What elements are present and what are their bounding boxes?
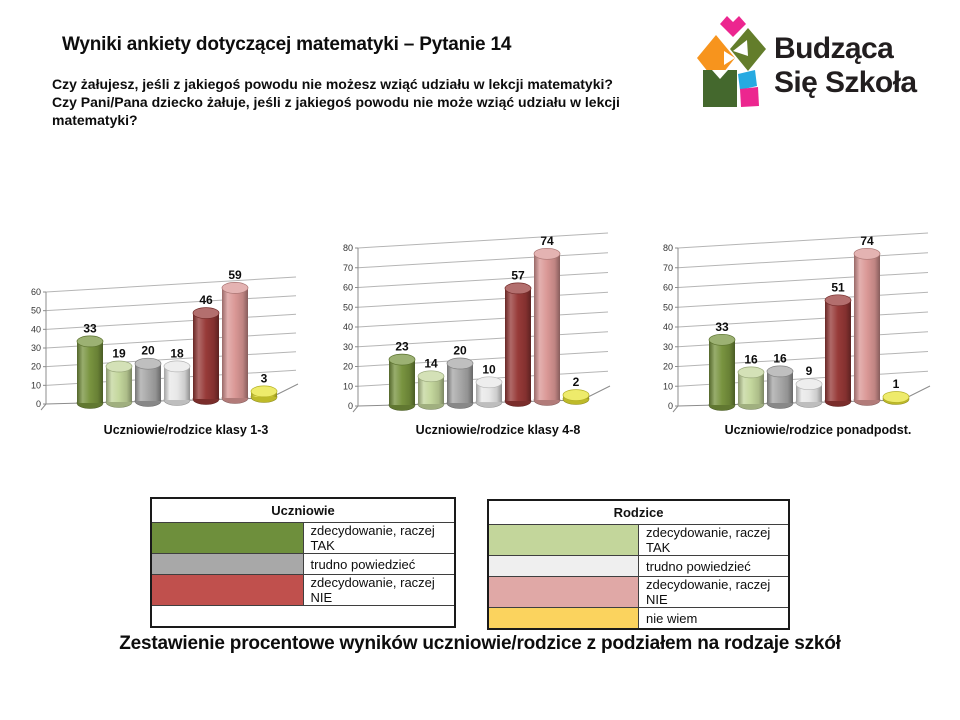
svg-text:2: 2 bbox=[573, 375, 580, 389]
svg-text:19: 19 bbox=[112, 347, 126, 361]
legend-label bbox=[150, 605, 456, 628]
color-swatch bbox=[150, 522, 304, 554]
color-swatch bbox=[487, 607, 639, 630]
chart-canvas-klasy-1-3: 0 10 20 30 40 50 60 33 19 20 18 46 59 3 bbox=[31, 268, 299, 411]
svg-text:9: 9 bbox=[806, 364, 813, 378]
chart-title: Uczniowie/rodzice ponadpodst. bbox=[724, 423, 912, 437]
svg-text:33: 33 bbox=[715, 320, 729, 334]
svg-text:20: 20 bbox=[663, 362, 673, 372]
chart-canvas-klasy-4-8: 0 10 20 30 40 50 60 70 80 23 14 20 10 57 74 2 bbox=[343, 232, 611, 413]
footer-caption: Zestawienie procentowe wyników uczniowie… bbox=[119, 633, 841, 654]
svg-text:0: 0 bbox=[348, 401, 353, 411]
legend-table-rodzice: Rodzice zdecydowanie, raczej TAK trudno … bbox=[487, 499, 790, 630]
legend-label: zdecydowanie, raczej NIE bbox=[302, 574, 456, 606]
svg-text:40: 40 bbox=[343, 322, 353, 332]
svg-text:20: 20 bbox=[453, 344, 467, 358]
svg-text:20: 20 bbox=[141, 344, 155, 358]
svg-text:51: 51 bbox=[831, 280, 845, 294]
legend-header: Uczniowie bbox=[150, 497, 456, 523]
svg-text:16: 16 bbox=[744, 352, 758, 366]
legend-table-uczniowie: Uczniowie zdecydowanie, raczej TAK trudn… bbox=[150, 497, 456, 628]
svg-text:74: 74 bbox=[540, 234, 554, 248]
chart-title: Uczniowie/rodzice klasy 4-8 bbox=[415, 423, 581, 437]
svg-text:40: 40 bbox=[663, 322, 673, 332]
svg-text:60: 60 bbox=[31, 287, 41, 297]
svg-text:10: 10 bbox=[663, 381, 673, 391]
svg-text:20: 20 bbox=[343, 362, 353, 372]
svg-text:14: 14 bbox=[424, 356, 438, 370]
svg-text:59: 59 bbox=[228, 268, 242, 282]
svg-text:10: 10 bbox=[482, 362, 496, 376]
legend-row: trudno powiedzieć bbox=[150, 553, 456, 575]
color-swatch bbox=[150, 574, 304, 606]
svg-text:70: 70 bbox=[663, 263, 673, 273]
svg-text:1: 1 bbox=[893, 377, 900, 391]
color-swatch bbox=[487, 524, 639, 556]
svg-text:50: 50 bbox=[31, 306, 41, 316]
color-swatch bbox=[150, 553, 304, 575]
svg-text:10: 10 bbox=[31, 380, 41, 390]
logo-text-line2: Się Szkoła bbox=[774, 66, 917, 99]
legend-row: zdecydowanie, raczej NIE bbox=[487, 576, 790, 608]
svg-text:46: 46 bbox=[199, 293, 213, 307]
svg-text:50: 50 bbox=[663, 302, 673, 312]
chart-title: Uczniowie/rodzice klasy 1-3 bbox=[103, 423, 269, 437]
chart-klasy-1-3: 0 10 20 30 40 50 60 33 19 20 18 46 59 3 Uczniowie/rod… bbox=[18, 246, 318, 437]
svg-text:70: 70 bbox=[343, 263, 353, 273]
svg-text:20: 20 bbox=[31, 362, 41, 372]
legend-row: zdecydowanie, raczej TAK bbox=[150, 522, 456, 554]
svg-text:80: 80 bbox=[343, 243, 353, 253]
svg-text:30: 30 bbox=[663, 342, 673, 352]
logo-icon bbox=[697, 16, 766, 107]
legend-row: zdecydowanie, raczej TAK bbox=[487, 524, 790, 556]
legend-label: trudno powiedzieć bbox=[302, 553, 456, 575]
chart-klasy-4-8: 0 10 20 30 40 50 60 70 80 23 14 20 10 57 74 2 Uczniowie… bbox=[330, 222, 630, 437]
svg-text:23: 23 bbox=[395, 340, 409, 354]
svg-text:0: 0 bbox=[36, 399, 41, 409]
logo-text-line1: Budząca bbox=[774, 32, 894, 65]
question-text: Czy żałujesz, jeśli z jakiegoś powodu ni… bbox=[52, 76, 620, 128]
svg-text:33: 33 bbox=[83, 321, 97, 335]
legend-row: nie wiem bbox=[487, 607, 790, 630]
logo-text: Budząca Się Szkoła bbox=[774, 32, 917, 100]
svg-text:74: 74 bbox=[860, 234, 874, 248]
legend-header: Rodzice bbox=[487, 499, 790, 525]
legend-row: trudno powiedzieć bbox=[487, 555, 790, 577]
slide-title: Wyniki ankiety dotyczącej matematyki – P… bbox=[62, 34, 512, 55]
svg-text:80: 80 bbox=[663, 243, 673, 253]
svg-text:0: 0 bbox=[668, 401, 673, 411]
legend-label: zdecydowanie, raczej TAK bbox=[302, 522, 456, 554]
svg-text:57: 57 bbox=[511, 268, 525, 282]
legend-label: zdecydowanie, raczej TAK bbox=[638, 524, 790, 556]
svg-text:18: 18 bbox=[170, 346, 184, 360]
legend-label: trudno powiedzieć bbox=[638, 555, 790, 577]
svg-text:50: 50 bbox=[343, 302, 353, 312]
color-swatch bbox=[487, 576, 639, 608]
svg-text:30: 30 bbox=[31, 343, 41, 353]
legend-row-empty bbox=[150, 605, 456, 628]
chart-ponadpodst: 0 10 20 30 40 50 60 70 80 33 16 16 9 51 74 1 Uczniowie/… bbox=[650, 222, 950, 437]
logo: Budząca Się Szkoła bbox=[692, 14, 942, 110]
svg-text:3: 3 bbox=[261, 371, 268, 385]
svg-text:40: 40 bbox=[31, 324, 41, 334]
svg-text:10: 10 bbox=[343, 381, 353, 391]
svg-text:60: 60 bbox=[663, 283, 673, 293]
svg-text:16: 16 bbox=[773, 351, 787, 365]
svg-text:30: 30 bbox=[343, 342, 353, 352]
svg-text:60: 60 bbox=[343, 283, 353, 293]
legend-label: zdecydowanie, raczej NIE bbox=[638, 576, 790, 608]
legend-label: nie wiem bbox=[638, 607, 790, 630]
chart-canvas-ponadpodst: 0 10 20 30 40 50 60 70 80 33 16 16 9 51 74 1 bbox=[663, 232, 931, 413]
color-swatch bbox=[487, 555, 639, 577]
legend-row: zdecydowanie, raczej NIE bbox=[150, 574, 456, 606]
